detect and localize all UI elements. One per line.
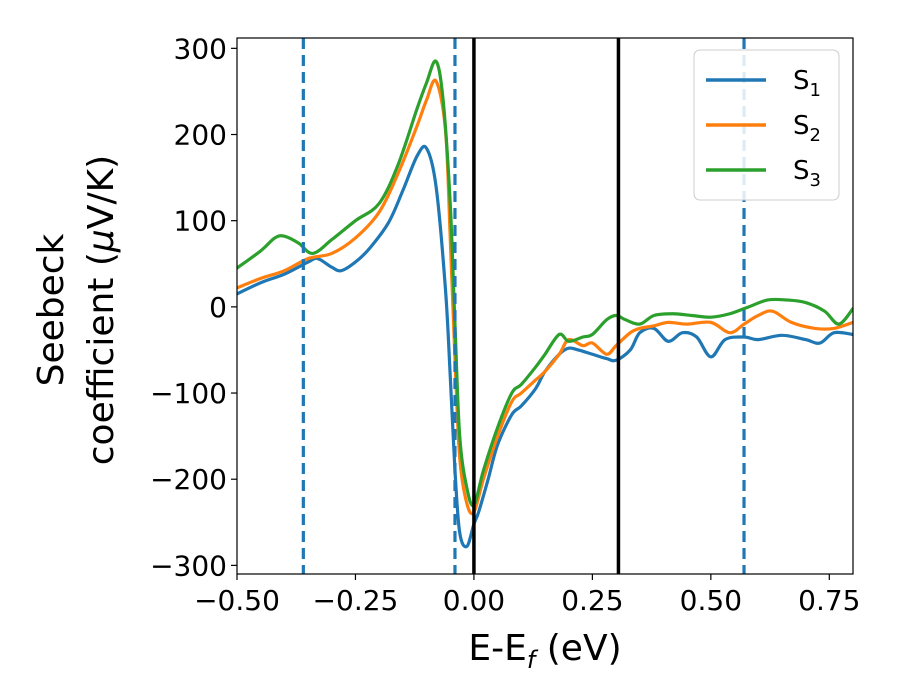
x-axis-label: E-Ef (eV) (468, 628, 621, 674)
y-tick-label: 200 (174, 119, 227, 152)
x-tick-label: 0.75 (798, 584, 860, 617)
x-tick-label: 0.50 (680, 584, 742, 617)
y-tick-label: 300 (174, 32, 227, 65)
legend-label-s3: S3 (793, 156, 821, 191)
x-tick-label: 0.25 (561, 584, 623, 617)
series-line-s2 (237, 78, 853, 516)
x-tick-label: 0.00 (443, 584, 505, 617)
plot-area (237, 38, 853, 574)
x-tick-label: −0.25 (313, 584, 399, 617)
y-axis-label-line1: Seebeck (31, 233, 72, 386)
legend-box (693, 49, 840, 201)
y-tick-label: 100 (174, 205, 227, 238)
y-tick-label: −300 (150, 549, 227, 582)
y-tick-label: −200 (150, 463, 227, 496)
series-line-s3 (237, 59, 853, 508)
legend-label-s2: S2 (793, 111, 821, 146)
legend: S1 S2 S3 (693, 49, 840, 201)
legend-label-s1: S1 (793, 66, 821, 101)
x-tick-label: −0.50 (194, 584, 280, 617)
y-tick-label: −100 (150, 377, 227, 410)
plot-frame (236, 37, 854, 575)
y-axis-label-line2: coefficient (μV/K) (81, 155, 122, 465)
series-line-s1 (237, 144, 853, 549)
y-tick-label: 0 (209, 291, 227, 324)
axis-ticks: −0.50 −0.25 0.00 0.25 0.50 0.75 −300 −200 −100 0 1… (150, 32, 860, 617)
